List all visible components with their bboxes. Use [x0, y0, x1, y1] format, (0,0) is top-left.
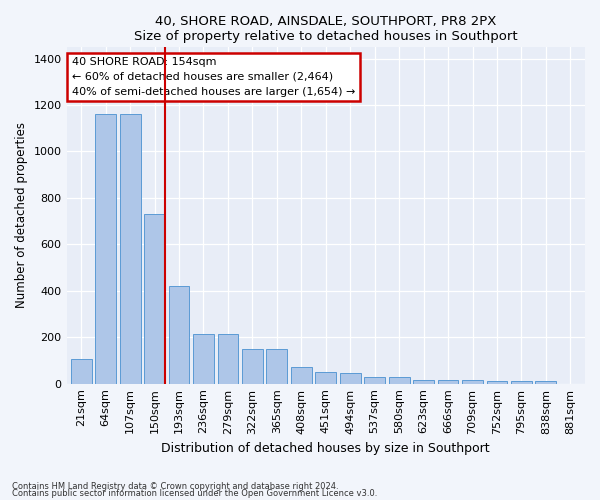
Bar — [437, 380, 458, 384]
Bar — [316, 372, 336, 384]
Bar — [535, 382, 556, 384]
Title: 40, SHORE ROAD, AINSDALE, SOUTHPORT, PR8 2PX
Size of property relative to detach: 40, SHORE ROAD, AINSDALE, SOUTHPORT, PR8… — [134, 15, 518, 43]
Bar — [364, 376, 385, 384]
Bar — [340, 372, 361, 384]
Bar — [462, 380, 483, 384]
Bar — [389, 377, 410, 384]
Bar — [71, 360, 92, 384]
Bar — [487, 380, 508, 384]
Text: Contains public sector information licensed under the Open Government Licence v3: Contains public sector information licen… — [12, 489, 377, 498]
Text: Contains HM Land Registry data © Crown copyright and database right 2024.: Contains HM Land Registry data © Crown c… — [12, 482, 338, 491]
Bar — [266, 349, 287, 384]
Bar — [242, 349, 263, 384]
Bar — [218, 334, 238, 384]
Bar — [95, 114, 116, 384]
X-axis label: Distribution of detached houses by size in Southport: Distribution of detached houses by size … — [161, 442, 490, 455]
Bar — [120, 114, 140, 384]
Y-axis label: Number of detached properties: Number of detached properties — [15, 122, 28, 308]
Bar — [144, 214, 165, 384]
Bar — [193, 334, 214, 384]
Bar — [291, 368, 312, 384]
Bar — [413, 380, 434, 384]
Bar — [169, 286, 190, 384]
Text: 40 SHORE ROAD: 154sqm
← 60% of detached houses are smaller (2,464)
40% of semi-d: 40 SHORE ROAD: 154sqm ← 60% of detached … — [72, 57, 355, 96]
Bar — [511, 380, 532, 384]
